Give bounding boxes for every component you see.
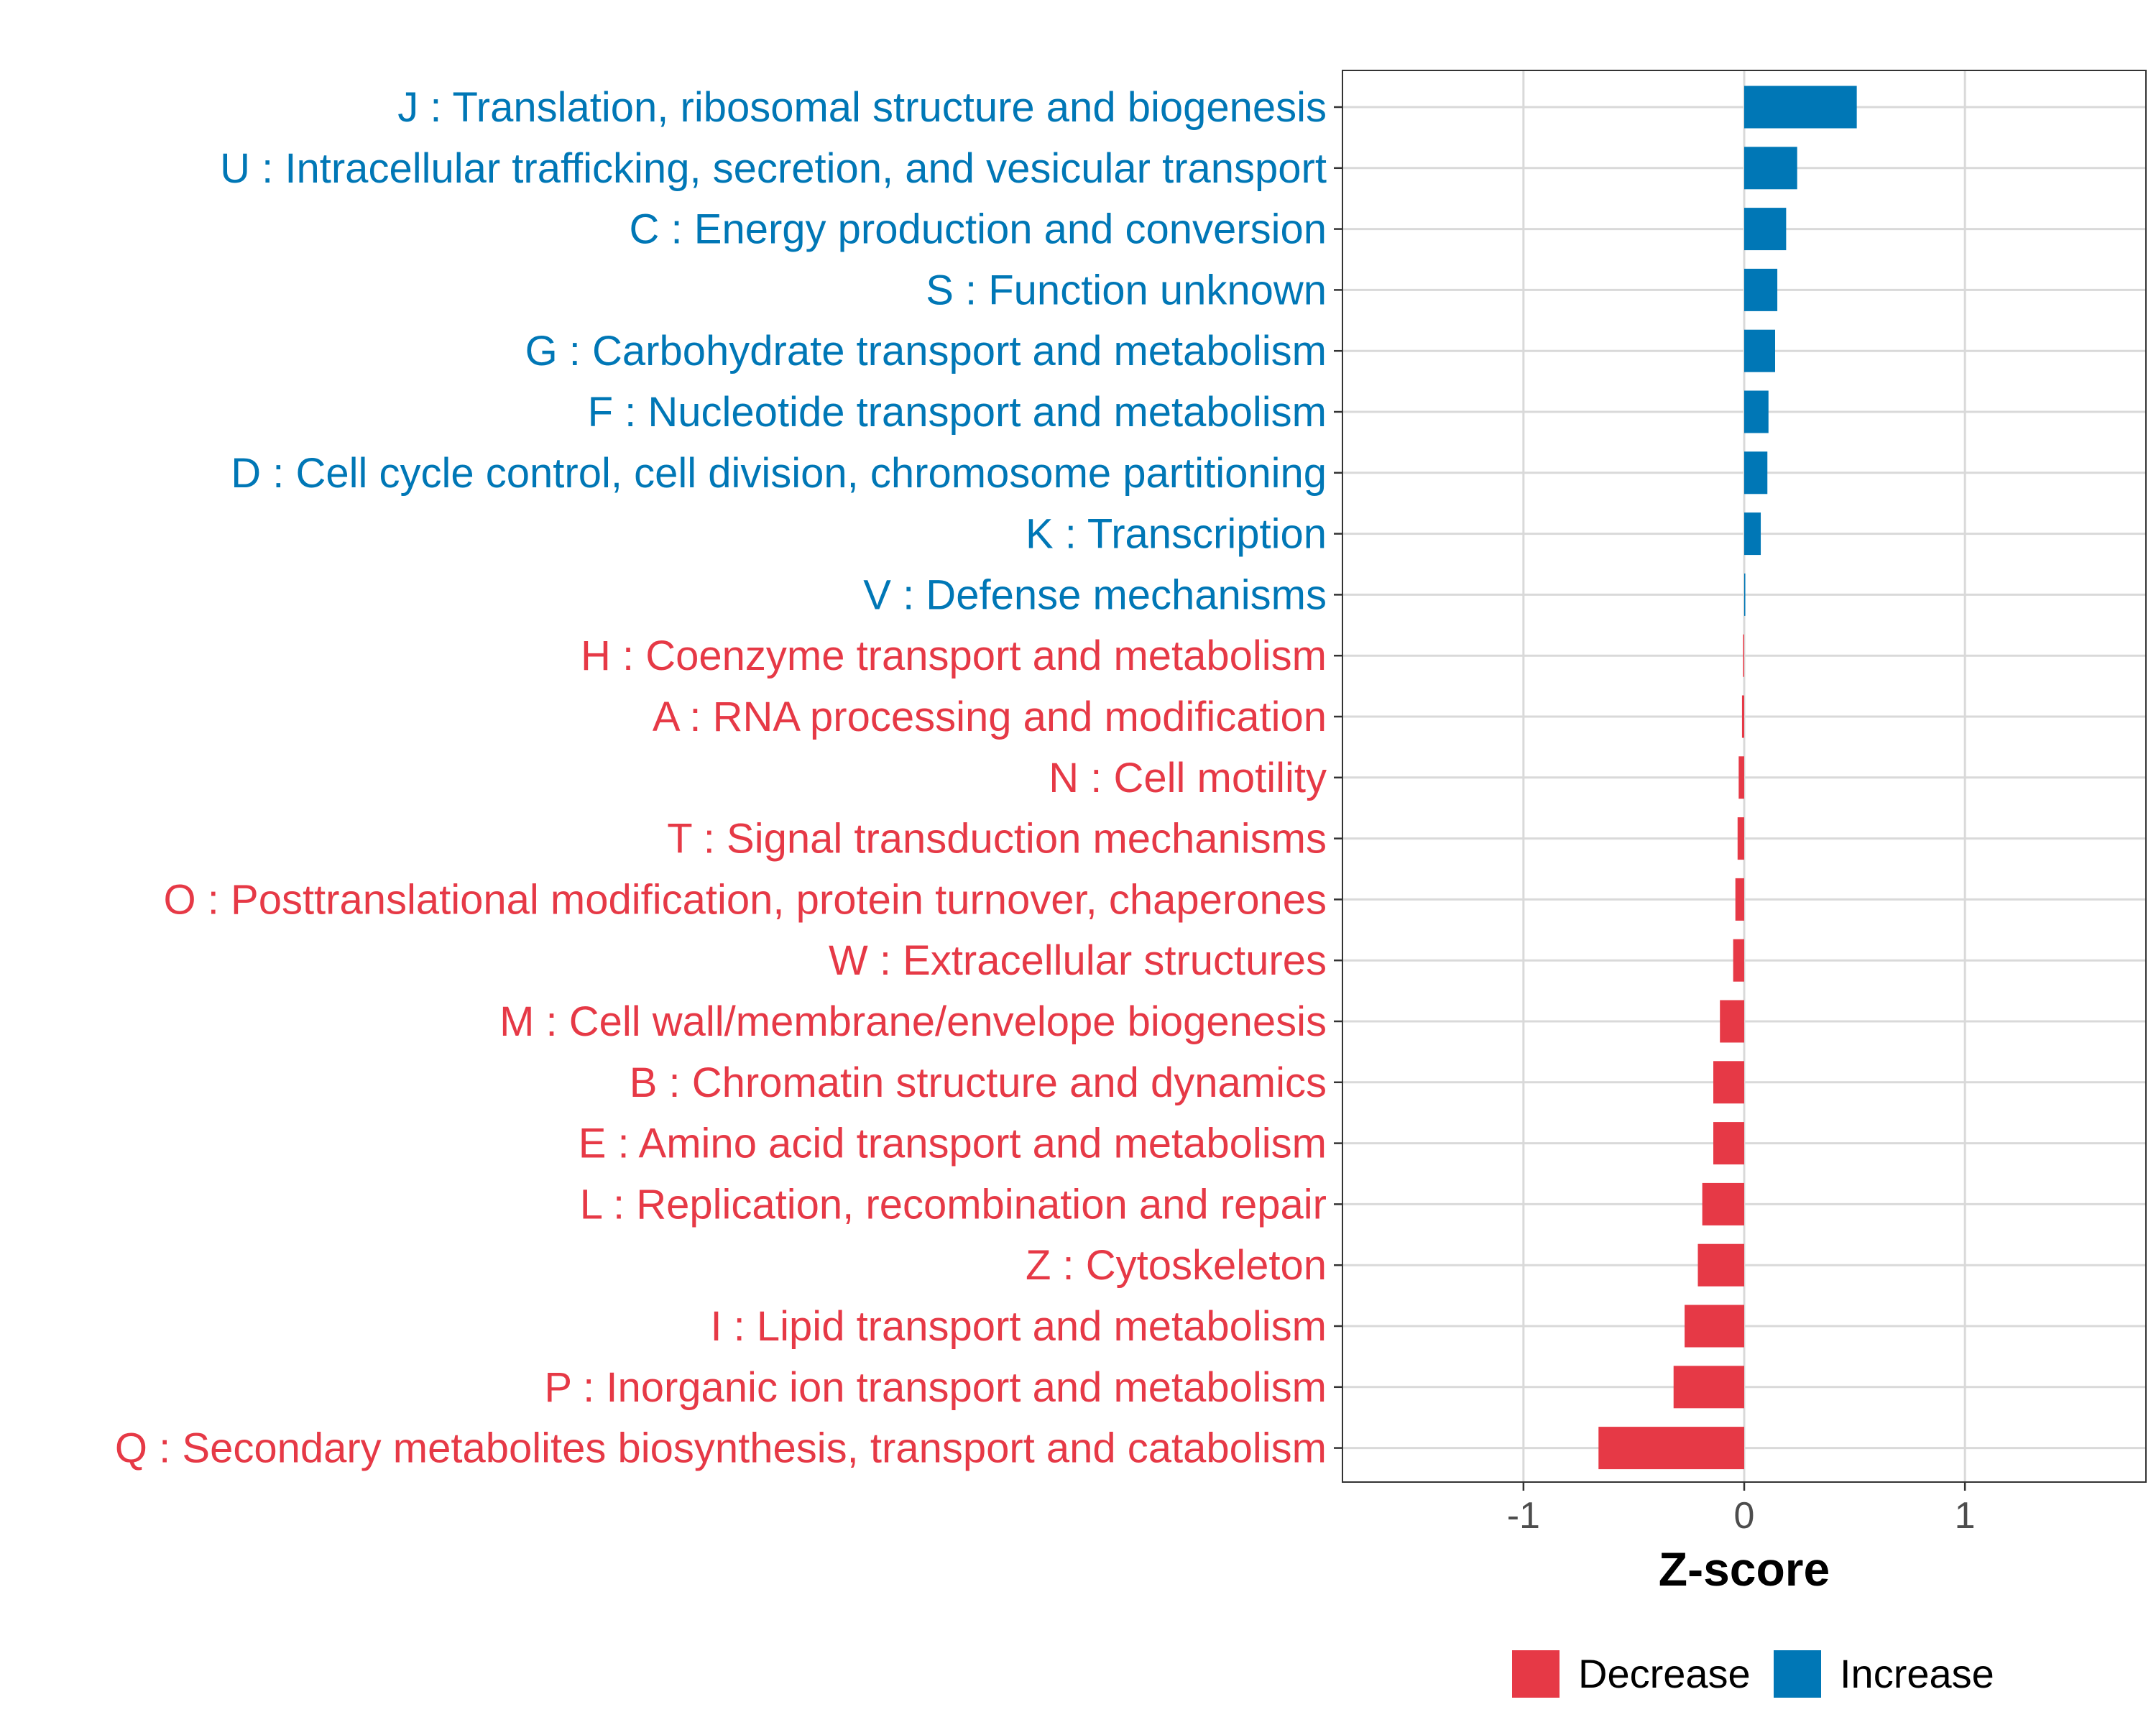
category-label: G : Carbohydrate transport and metabolis… (525, 328, 1327, 374)
category-label: K : Transcription (1026, 511, 1327, 558)
category-label: I : Lipid transport and metabolism (710, 1303, 1327, 1350)
x-axis-ticks: -1 0 1 (1334, 106, 1976, 1537)
bar (1733, 939, 1744, 982)
bar (1720, 1000, 1744, 1043)
category-label: V : Defense mechanisms (863, 571, 1327, 618)
category-labels: J : Translation, ribosomal structure and… (115, 84, 1327, 1472)
bar (1744, 208, 1787, 251)
category-label: W : Extracellular structures (829, 937, 1327, 984)
x-tick-label: 1 (1955, 1495, 1976, 1537)
category-label: T : Signal transduction mechanisms (667, 816, 1327, 862)
bar (1744, 512, 1761, 556)
x-axis-title: Z-score (1659, 1542, 1830, 1596)
category-label: M : Cell wall/membrane/envelope biogenes… (499, 998, 1327, 1045)
bar (1743, 634, 1744, 677)
category-label: O : Posttranslational modification, prot… (164, 876, 1327, 923)
bar (1598, 1427, 1744, 1470)
category-label: E : Amino acid transport and metabolism (579, 1121, 1327, 1167)
bar (1713, 1061, 1744, 1104)
bar (1697, 1243, 1744, 1287)
x-tick-label: 0 (1734, 1495, 1755, 1537)
category-label: C : Energy production and conversion (630, 206, 1327, 253)
bar (1744, 329, 1775, 372)
category-label: D : Cell cycle control, cell division, c… (231, 450, 1327, 497)
panel-border (1342, 70, 2147, 1483)
bar (1744, 86, 1857, 129)
category-label: J : Translation, ribosomal structure and… (397, 84, 1327, 131)
bar (1738, 756, 1744, 799)
legend: Decrease Increase (1512, 1650, 1994, 1698)
category-label: Z : Cytoskeleton (1026, 1242, 1327, 1289)
bar (1713, 1122, 1744, 1165)
category-label: P : Inorganic ion transport and metaboli… (544, 1364, 1327, 1411)
bar (1744, 268, 1778, 311)
x-tick-label: -1 (1507, 1495, 1540, 1537)
category-label: N : Cell motility (1049, 755, 1327, 801)
bar (1702, 1182, 1744, 1225)
category-label: Q : Secondary metabolites biosynthesis, … (115, 1425, 1327, 1472)
category-label: H : Coenzyme transport and metabolism (581, 632, 1327, 679)
legend-swatch-decrease (1512, 1650, 1560, 1698)
bar (1735, 878, 1744, 921)
legend-label-decrease: Decrease (1578, 1651, 1751, 1696)
bar (1744, 147, 1797, 190)
bar (1737, 817, 1744, 860)
bar (1741, 695, 1744, 738)
category-label: A : RNA processing and modification (653, 694, 1327, 740)
bar (1744, 573, 1746, 616)
legend-label-increase: Increase (1840, 1651, 1994, 1696)
bar (1673, 1366, 1744, 1409)
category-label: S : Function unknown (926, 267, 1327, 313)
bar (1685, 1305, 1744, 1348)
category-label: U : Intracellular trafficking, secretion… (220, 145, 1327, 192)
category-label: B : Chromatin structure and dynamics (630, 1059, 1327, 1106)
legend-swatch-increase (1774, 1650, 1821, 1698)
category-label: F : Nucleotide transport and metabolism (588, 389, 1327, 436)
bar (1744, 451, 1768, 494)
category-label: L : Replication, recombination and repai… (580, 1181, 1327, 1228)
bar (1744, 390, 1769, 433)
bars-layer (1598, 86, 1857, 1470)
